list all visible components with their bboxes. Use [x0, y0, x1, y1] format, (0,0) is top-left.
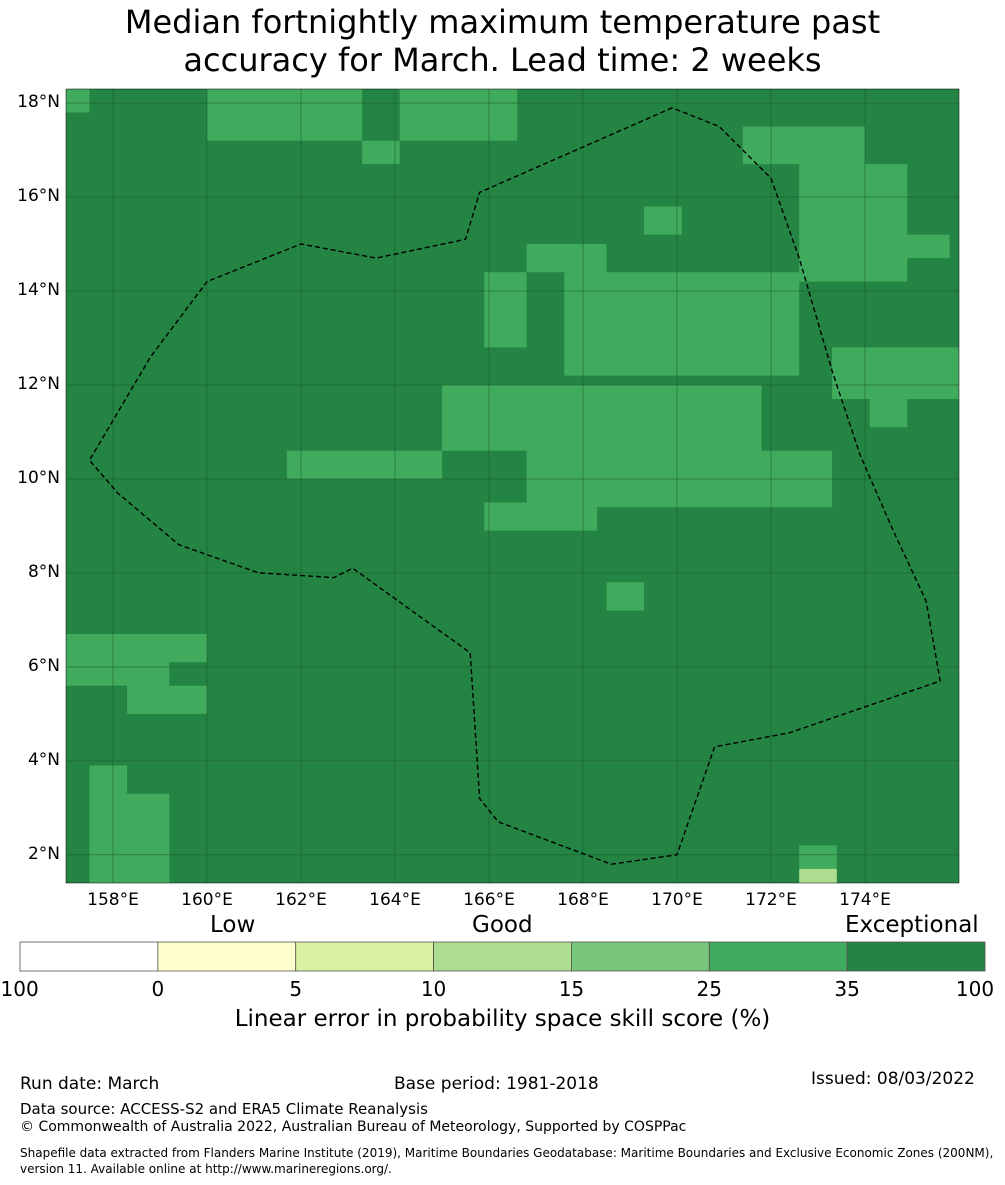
colorbar-category-low: Low [210, 912, 256, 938]
lat-tick-label: 18°N [17, 92, 60, 113]
colorbar-bin-15-25 [571, 941, 710, 972]
colorbar-tick-label: 0 [151, 977, 165, 1001]
colorbar-bin-35-100 [846, 941, 986, 972]
colorbar-tick-label: 5 [289, 977, 303, 1001]
lon-tick-label: 166°E [463, 890, 515, 910]
score-cell-15 [484, 502, 598, 531]
lon-tick-label: 160°E [181, 890, 233, 910]
eez-boundary [88, 107, 941, 865]
copyright: © Commonwealth of Australia 2022, Austra… [20, 1119, 687, 1135]
colorbar-label: Linear error in probability space skill … [234, 1006, 771, 1032]
score-cell-6 [907, 234, 950, 259]
shapefile-credit-line-1: Shapefile data extracted from Flanders M… [20, 1146, 994, 1160]
score-cell-4 [742, 126, 865, 165]
colorbar-tick-label: 10 [420, 977, 447, 1001]
lon-tick-label: 170°E [651, 890, 703, 910]
colorbar-tick-label: 25 [696, 977, 722, 1001]
lat-tick-label: 16°N [17, 186, 60, 207]
score-cell-2 [362, 140, 400, 165]
score-cell-21 [89, 793, 170, 883]
score-cell-5 [799, 164, 908, 282]
colorbar-bin-25-35 [708, 941, 848, 972]
map-frame [65, 88, 960, 884]
colorbar-category-good: Good [472, 912, 533, 938]
colorbar-bin-10-15 [433, 941, 572, 972]
page-title: Median fortnightly maximum temperature p… [0, 3, 1005, 79]
colorbar-tick-label: 100 [955, 977, 995, 1001]
score-cell-19 [66, 662, 170, 686]
score-cell-7 [644, 206, 682, 235]
score-cell-12 [869, 399, 908, 428]
lat-tick-label: 6°N [27, 655, 60, 676]
lat-tick-label: 12°N [17, 373, 60, 394]
score-cell-9 [484, 272, 527, 348]
score-cell-8 [526, 244, 607, 273]
score-cell-10 [564, 272, 800, 376]
score-cell-0 [66, 89, 90, 113]
score-cell-13 [442, 384, 762, 451]
score-cell-11 [832, 347, 959, 400]
score-cell-22 [89, 765, 128, 794]
colorbar-bin-0-5 [157, 941, 297, 972]
lat-tick-label: 10°N [17, 467, 60, 488]
data-source: Data source: ACCESS-S2 and ERA5 Climate … [20, 1100, 428, 1118]
lat-tick-label: 2°N [27, 843, 60, 864]
score-cell-24 [799, 868, 837, 883]
colorbar-tick-label: 15 [558, 977, 585, 1001]
shapefile-credit-line-2: version 11. Available online at http://w… [20, 1162, 392, 1176]
base-period: Base period: 1981-2018 [394, 1074, 599, 1094]
lat-tick-label: 4°N [27, 749, 60, 770]
colorbar-bin-5-10 [295, 941, 434, 972]
title-line-1: Median fortnightly maximum temperature p… [124, 3, 881, 41]
score-cell-17 [606, 582, 645, 611]
colorbar-bin--100-0 [19, 941, 159, 972]
lat-tick-label: 8°N [27, 561, 60, 582]
score-cell-23 [799, 845, 837, 869]
lon-tick-label: 174°E [839, 890, 891, 910]
lat-tick-label: 14°N [17, 280, 60, 301]
lon-tick-label: 158°E [87, 890, 139, 910]
run-date: Run date: March [20, 1074, 160, 1094]
lon-tick-label: 168°E [557, 890, 609, 910]
score-cell-1 [207, 89, 363, 141]
lon-tick-label: 162°E [275, 890, 327, 910]
issued-date: Issued: 08/03/2022 [811, 1069, 975, 1089]
score-cell-16 [286, 450, 442, 479]
colorbar-category-exceptional: Exceptional [845, 912, 979, 938]
score-cell-3 [399, 89, 518, 141]
score-cell-18 [66, 633, 207, 663]
score-cell-20 [127, 685, 207, 714]
colorbar-tick-label: 35 [834, 977, 860, 1001]
colorbar-tick-label: -100 [0, 977, 39, 1001]
lon-tick-label: 164°E [369, 890, 421, 910]
lon-tick-label: 172°E [745, 890, 797, 910]
skill-score-map [65, 88, 960, 884]
title-line-2: accuracy for March. Lead time: 2 weeks [183, 41, 822, 79]
